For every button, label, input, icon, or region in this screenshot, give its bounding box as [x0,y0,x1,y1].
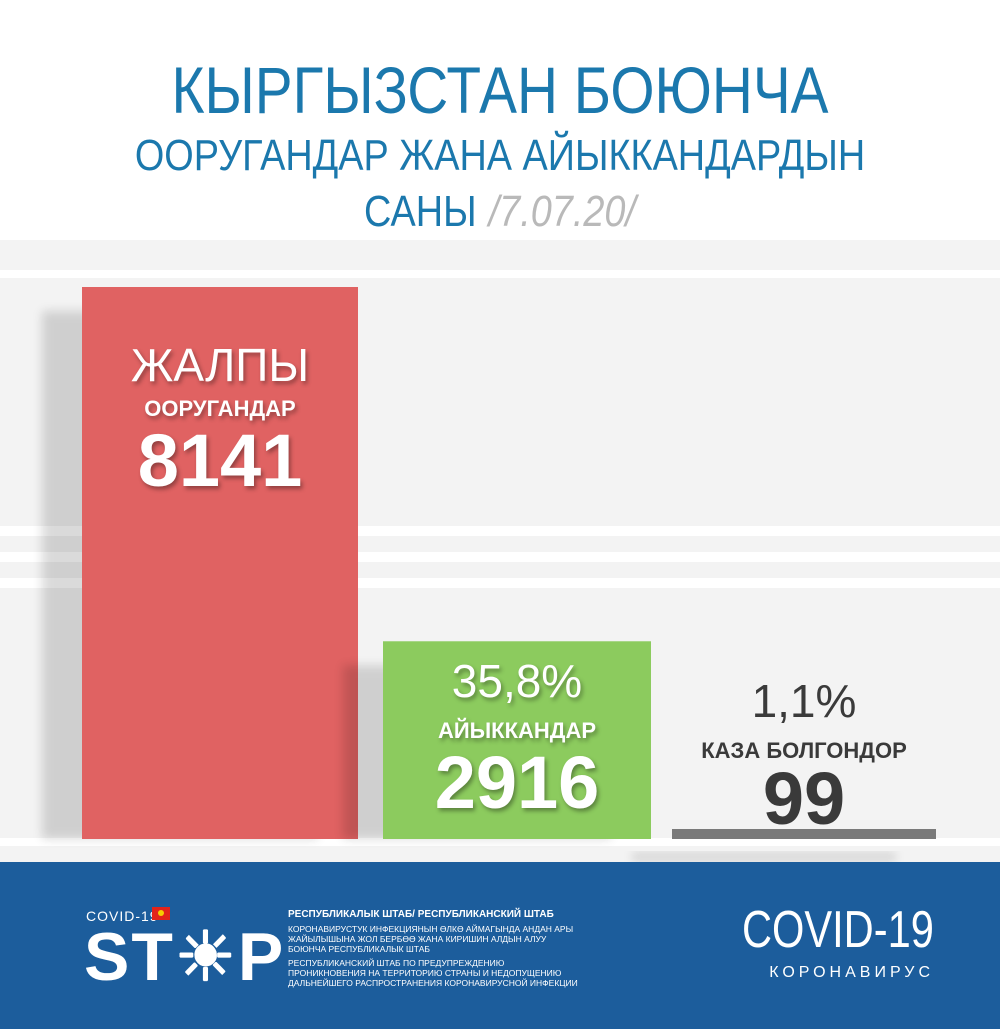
stripe-top [0,270,1000,278]
stripe-3 [0,578,1000,588]
footer-covid-small: COVID-19 [86,908,159,924]
title-line-3-text: САНЫ [364,187,477,236]
title-line-3: САНЫ/7.07.20/ [70,186,930,238]
bar-1-value-label: 8141 [137,419,303,502]
footer-header: РЕСПУБЛИКАЛЫК ШТАБ/ РЕСПУБЛИКАНСКИЙ ШТАБ [288,909,554,920]
bar-3-category-label: КАЗА БОЛГОНДОР [701,738,907,763]
bar-3 [672,829,936,839]
kyrgyz-flag-icon [152,907,170,920]
footer-coronavirus: КОРОНАВИРУС [769,964,934,981]
bar-3-labels: 1,1% КАЗА БОЛГОНДОР 99 [672,675,936,840]
footer-text-kg: КОРОНАВИРУСТУК ИНФЕКЦИЯНЫН ӨЛКӨ АЙМАГЫНД… [288,924,574,954]
footer-covid-big: COVID-19 [742,901,934,959]
bar-2-labels: 35,8% АЙЫККАНДАР 2916 [383,656,651,822]
footer: COVID-19 ST☀P РЕСПУБЛИКАЛЫК ШТАБ/ РЕСПУБ… [0,862,1000,1029]
bar-3-value-label: 99 [762,757,846,840]
stripe-2 [0,552,1000,562]
bar-2-category-label: АЙЫККАНДАР [437,718,597,743]
bar-1 [82,287,358,839]
bar-2-value-label: 2916 [434,741,600,824]
bar-1-labels: ЖАЛПЫ ООРУГАНДАР 8141 [82,340,358,500]
bar-3-top-label: 1,1% [751,675,857,727]
stop-logo: ST☀P [84,919,286,995]
bar-2 [383,641,651,839]
bar-2-top-label: 35,8% [451,655,583,707]
title-line-2: ООРУГАНДАР ЖАНА АЙЫККАНДАРДЫН [134,131,866,180]
bar-1-category-label: ООРУГАНДАР [144,396,296,421]
bar-chart [42,287,936,861]
bar-1-top-label: ЖАЛПЫ [130,339,310,391]
title-block: КЫРГЫЗСТАН БОЮНЧА ООРУГАНДАР ЖАНА АЙЫККА… [0,0,1000,245]
stripe-1 [0,526,1000,536]
footer-text-ru: РЕСПУБЛИКАНСКИЙ ШТАБ ПО ПРЕДУПРЕЖДЕНИЮ П… [288,958,578,988]
title-date: /7.07.20/ [488,187,636,236]
title-line-1: КЫРГЫЗСТАН БОЮНЧА [171,53,829,127]
stripe-bottom [0,838,1000,846]
bar-3-shadow [632,853,896,861]
footer-text-block: РЕСПУБЛИКАЛЫК ШТАБ/ РЕСПУБЛИКАНСКИЙ ШТАБ… [288,910,578,992]
